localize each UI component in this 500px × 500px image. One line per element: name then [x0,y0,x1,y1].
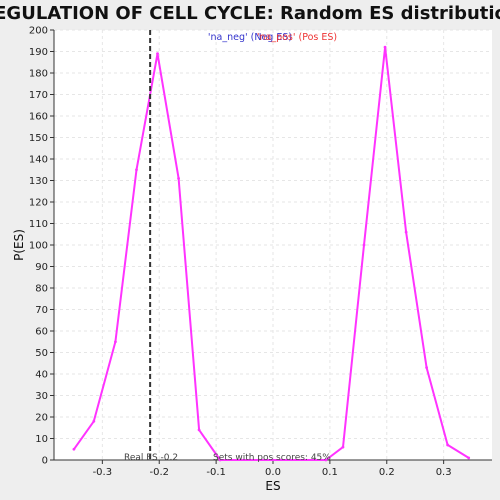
real-es-label: Real ES -0.2 [124,453,178,463]
y-tick-label: 50 [35,348,48,359]
y-tick-label: 100 [29,241,48,252]
y-tick-label: 200 [29,26,48,37]
x-tick-label: 0.3 [436,467,452,478]
data-point [72,447,76,451]
y-axis-label: P(ES) [12,229,26,261]
x-axis-label: ES [265,479,280,493]
y-tick-label: 140 [29,155,48,166]
y-tick-label: 120 [29,198,48,209]
y-tick-label: 180 [29,69,48,80]
data-point [362,243,366,247]
y-tick-label: 150 [29,133,48,144]
y-tick-label: 30 [35,391,48,402]
data-point [324,458,328,462]
y-tick-label: 90 [35,262,48,273]
legend-pos: 'na_pos' (Pos ES) [257,32,337,43]
x-tick-label: -0.1 [206,467,226,478]
x-tick-label: 0.0 [265,467,281,478]
distribution-line [73,46,470,461]
data-point [383,45,387,49]
y-tick-label: 60 [35,327,48,338]
x-tick-label: -0.2 [149,467,169,478]
data-point [218,458,222,462]
data-point [135,168,138,172]
data-point [177,176,180,180]
data-point [114,340,117,344]
data-point [446,443,450,447]
data-point [341,445,345,449]
y-tick-label: 190 [29,47,48,58]
y-tick-label: 80 [35,284,48,295]
axes: 0 10 20 30 40 50 60 70 80 90 100 110 120 130 140 150 160… [29,26,492,478]
y-tick-label: 70 [35,305,48,316]
y-tick-label: 40 [35,370,48,381]
data-point [197,428,201,432]
grid [54,29,492,461]
y-tick-label: 20 [35,413,48,424]
pos-scores-annotation: Sets with pos scores: 45% [213,453,331,463]
x-tick-label: 0.2 [379,467,395,478]
data-point [467,456,471,460]
y-tick-label: 170 [29,90,48,101]
series-lines [72,45,471,462]
chart-title: REGULATION OF CELL CYCLE: Random ES dist… [0,3,500,24]
y-tick-label: 130 [29,176,48,187]
data-point [425,366,428,369]
y-tick-label: 160 [29,112,48,123]
y-tick-label: 10 [35,434,48,445]
data-point [156,52,159,56]
data-point [92,419,96,423]
data-point [404,230,408,234]
x-tick-label: -0.3 [93,467,113,478]
y-tick-label: 0 [42,456,48,467]
x-tick-label: 0.1 [322,467,338,478]
legend-neg: 'na_neg' (Neg ES) [208,32,292,43]
y-tick-label: 110 [29,219,48,230]
